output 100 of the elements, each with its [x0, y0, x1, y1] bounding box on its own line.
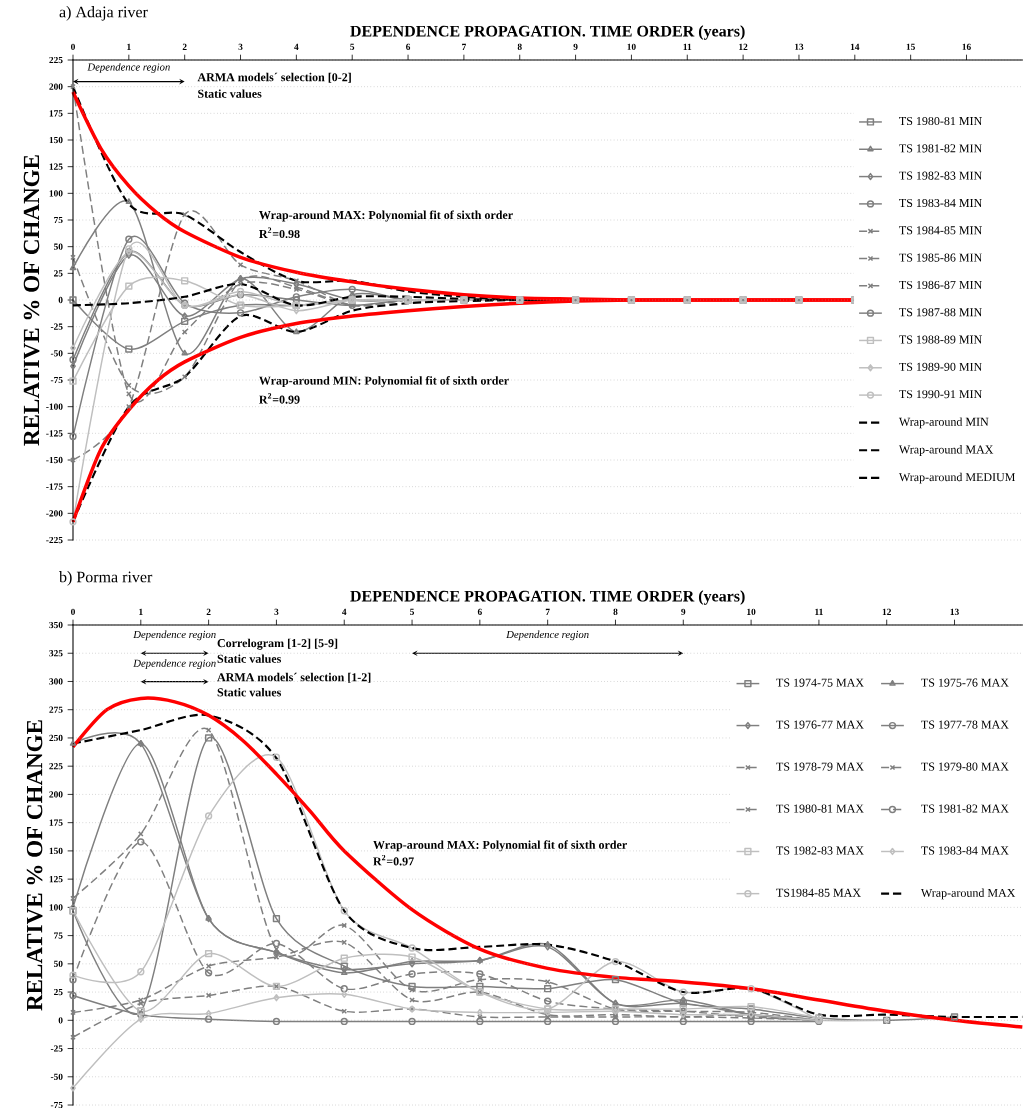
- y-tick-label: -200: [46, 510, 63, 517]
- annotation: Static values: [217, 687, 282, 697]
- y-tick-label: -150: [46, 456, 63, 464]
- y-tick-label: -225: [46, 536, 63, 544]
- x-tick-label: 4: [342, 608, 347, 615]
- legend-label: TS 1980-81 MIN: [899, 116, 982, 126]
- y-tick-label: 300: [49, 678, 63, 685]
- legend-label: TS 1974-75 MAX: [776, 678, 864, 687]
- annotation: R$^{2}$=0.98: [259, 227, 300, 239]
- x-tick-label: 2: [206, 608, 211, 615]
- y-tick-label: -25: [50, 1045, 63, 1052]
- y-tick-label: 125: [49, 876, 63, 883]
- legend-label: TS 1986-87 MIN: [899, 280, 982, 289]
- annotation: R$^{2}$=0.99: [259, 393, 300, 404]
- y-tick-label: 200: [49, 83, 63, 90]
- x-tick-label: 14: [850, 43, 860, 50]
- x-tick-label: 10: [747, 608, 756, 615]
- y-tick-label: -25: [50, 323, 63, 330]
- chart-title: a) Adaja river: [59, 6, 148, 21]
- legend-label: TS1984-85 MAX: [776, 888, 861, 897]
- annotation: ARMA models´ selection [0-2]: [197, 72, 351, 83]
- y-tick-label: 250: [49, 734, 63, 742]
- x-tick-label: 7: [545, 608, 550, 615]
- legend-label: TS 1988-89 MIN: [899, 335, 982, 344]
- y-tick-label: 225: [49, 763, 63, 770]
- x-tick-label: 6: [406, 43, 411, 50]
- annotation: Wrap-around MIN: Polynomial fit of sixth order: [259, 376, 509, 388]
- legend-label: TS 1981-82 MIN: [899, 144, 982, 153]
- x-tick-label: 11: [683, 43, 692, 50]
- y-tick-label: 200: [49, 791, 63, 798]
- y-tick-label: -125: [46, 430, 63, 437]
- x-tick-label: 2: [182, 43, 187, 50]
- legend-label: TS 1976-77 MAX: [776, 720, 864, 729]
- x-axis-title: DEPENDENCE PROPAGATION. TIME ORDER (years): [350, 590, 745, 605]
- x-tick-label: 5: [410, 608, 415, 615]
- y-tick-label: -175: [46, 483, 63, 490]
- y-tick-label: -75: [50, 1101, 63, 1108]
- y-tick-label: 75: [54, 216, 63, 224]
- annotation: ARMA models´ selection [1-2]: [217, 672, 371, 683]
- x-tick-label: 6: [477, 608, 482, 615]
- y-tick-label: -50: [50, 1073, 63, 1080]
- chart-title: b) Porma river: [59, 571, 153, 586]
- annotation: Dependence region: [506, 630, 589, 641]
- x-tick-label: 9: [681, 608, 686, 615]
- annotation: Correlogram [1-2] [5-9]: [217, 638, 338, 650]
- y-tick-label: 150: [49, 847, 63, 855]
- x-tick-label: 5: [350, 43, 355, 50]
- y-tick-label: 175: [49, 819, 63, 826]
- y-axis-title: RELATIVE % OF CHANGE: [26, 720, 43, 1011]
- y-tick-label: 125: [49, 163, 63, 170]
- annotation: Dependence region: [87, 63, 170, 73]
- y-tick-label: 25: [54, 988, 63, 996]
- x-tick-label: 8: [517, 43, 522, 50]
- x-tick-label: 12: [739, 43, 748, 50]
- x-tick-label: 0: [71, 608, 75, 615]
- legend-label: TS 1975-76 MAX: [921, 678, 1009, 687]
- legend-label: TS 1980-81 MAX: [776, 804, 864, 813]
- y-tick-label: -100: [46, 403, 63, 410]
- x-tick-label: 0: [71, 43, 75, 50]
- y-tick-label: 150: [49, 136, 63, 144]
- x-tick-label: 3: [238, 43, 243, 50]
- legend-label: Wrap-around MAX: [898, 445, 994, 456]
- annotation: Dependence region: [133, 630, 216, 641]
- y-tick-label: 275: [49, 706, 63, 713]
- y-tick-label: 100: [49, 190, 63, 197]
- x-tick-label: 16: [962, 43, 971, 50]
- y-tick-label: 175: [49, 110, 63, 117]
- y-tick-label: 225: [49, 56, 63, 64]
- legend-label: TS 1977-78 MAX: [921, 720, 1009, 729]
- x-tick-label: 12: [882, 608, 891, 615]
- legend-label: TS 1981-82 MAX: [921, 804, 1009, 813]
- y-tick-label: 25: [54, 270, 63, 277]
- x-tick-label: 1: [139, 608, 143, 615]
- x-tick-label: 3: [274, 608, 279, 615]
- legend-label: Wrap-around MEDIUM: [898, 472, 1016, 484]
- y-tick-label: 350: [49, 621, 63, 629]
- y-tick-label: 50: [54, 960, 63, 967]
- legend-label: TS 1983-84 MIN: [899, 198, 982, 208]
- y-tick-label: 100: [49, 904, 63, 911]
- legend-label: TS 1983-84 MAX: [921, 846, 1009, 855]
- annotation: Wrap-around MAX: Polynomial fit of sixth order: [373, 840, 627, 852]
- y-tick-label: -50: [50, 350, 63, 357]
- x-tick-label: 13: [795, 43, 804, 50]
- legend-label: TS 1990-91 MIN: [899, 390, 982, 399]
- y-tick-label: 325: [49, 650, 63, 657]
- legend-label: TS 1982-83 MAX: [776, 846, 864, 855]
- legend-label: TS 1978-79 MAX: [776, 762, 864, 771]
- annotation: R$^{2}$=0.97: [373, 854, 414, 866]
- y-tick-label: 0: [58, 296, 63, 304]
- annotation: Dependence region: [133, 659, 216, 670]
- x-tick-label: 4: [294, 43, 299, 50]
- x-tick-label: 11: [815, 608, 823, 615]
- x-tick-label: 7: [462, 43, 466, 50]
- x-tick-label: 10: [627, 43, 636, 50]
- x-tick-label: 15: [906, 43, 915, 50]
- legend-label: TS 1987-88 MIN: [899, 308, 982, 317]
- y-tick-label: 50: [54, 243, 63, 250]
- annotation: Wrap-around MAX: Polynomial fit of sixth order: [259, 210, 513, 222]
- y-tick-label: 75: [54, 932, 63, 939]
- y-axis-title: RELATIVE % OF CHANGE: [23, 155, 40, 446]
